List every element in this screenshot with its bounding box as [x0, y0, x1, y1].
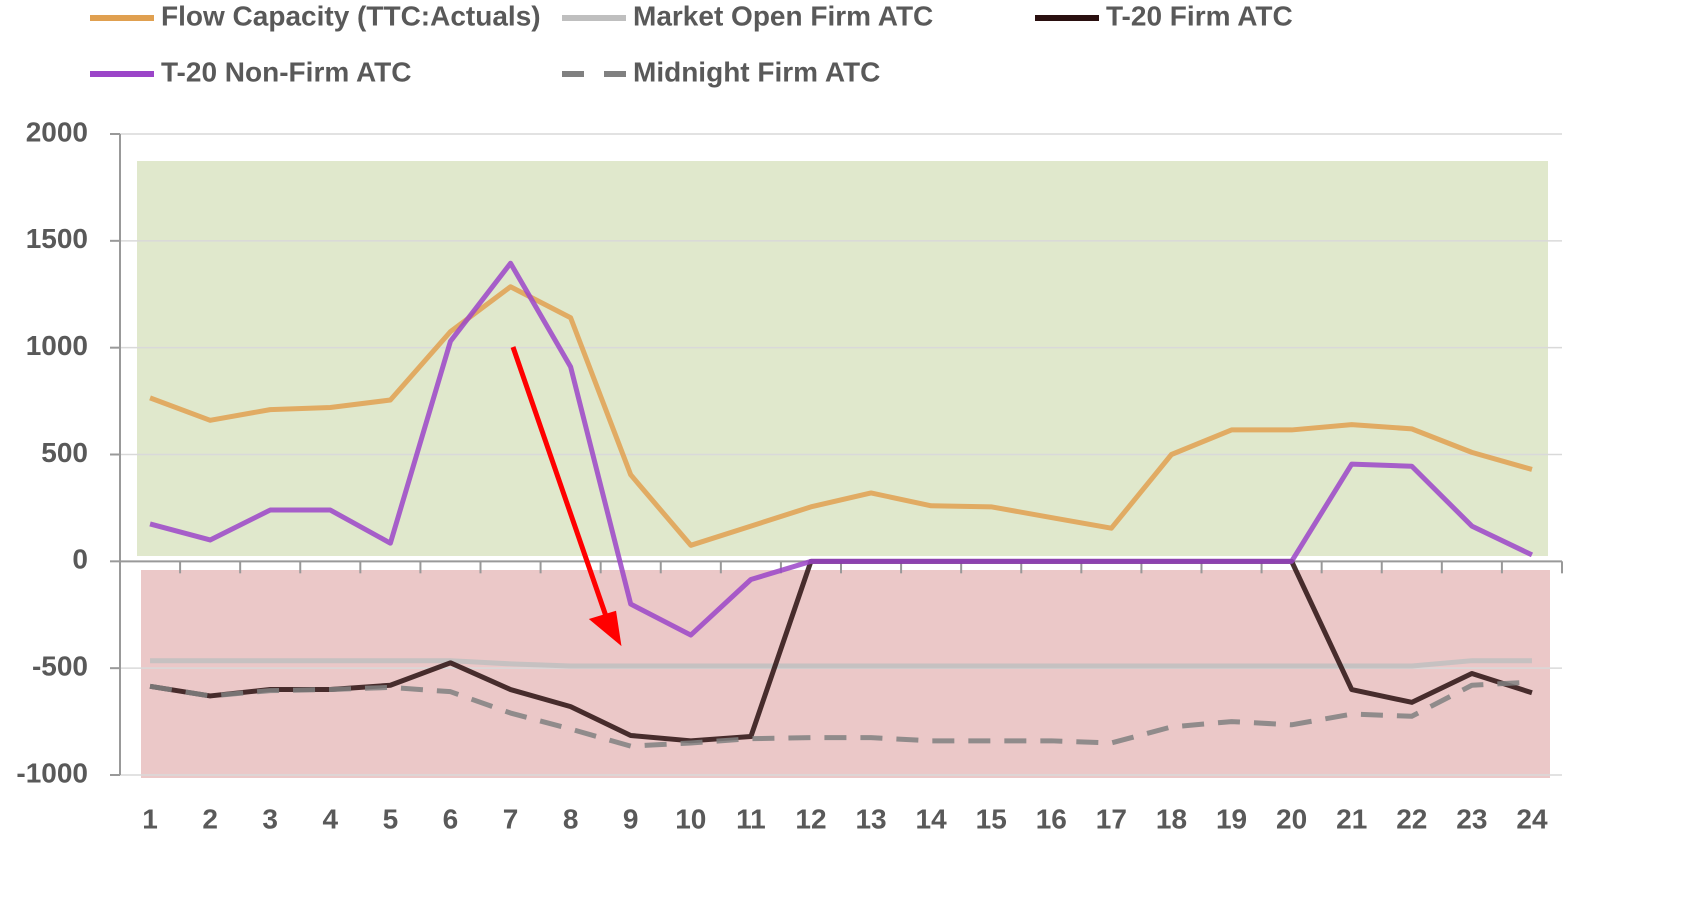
x-tick-label: 20: [1276, 803, 1307, 834]
series-line: [149, 284, 1533, 548]
x-tick-label: 7: [503, 803, 519, 834]
x-tick-label: 6: [443, 803, 459, 834]
x-tick-label: 18: [1156, 803, 1187, 834]
legend-label: Midnight Firm ATC: [633, 56, 880, 87]
series-line: [150, 658, 1532, 669]
series-line: [149, 260, 1534, 638]
x-tick-label: 15: [976, 803, 1007, 834]
legend-label: Market Open Firm ATC: [633, 0, 933, 31]
arrow: [510, 346, 611, 623]
legend-label: T-20 Non-Firm ATC: [161, 56, 411, 87]
legend-label: T-20 Firm ATC: [1106, 0, 1293, 31]
negative-band: [141, 570, 1550, 778]
x-tick-label: 16: [1036, 803, 1067, 834]
x-tick-label: 8: [563, 803, 579, 834]
x-tick-label: 11: [736, 803, 766, 834]
x-tick-label: 12: [795, 803, 826, 834]
y-tick-label: -1000: [16, 757, 88, 788]
positive-band: [137, 161, 1548, 556]
x-tick-label: 24: [1516, 803, 1548, 834]
x-tick-label: 21: [1336, 803, 1367, 834]
y-tick-label: -500: [32, 651, 88, 682]
x-tick-label: 5: [383, 803, 399, 834]
x-tick-label: 22: [1396, 803, 1427, 834]
x-tick-label: 9: [623, 803, 639, 834]
x-tick-label: 4: [323, 803, 339, 834]
x-tick-label: 17: [1096, 803, 1127, 834]
y-tick-label: 1500: [26, 223, 88, 254]
y-tick-label: 0: [72, 544, 88, 575]
x-tick-label: 1: [142, 803, 158, 834]
series-line: [149, 679, 1533, 749]
x-tick-label: 10: [675, 803, 706, 834]
legend-label: Flow Capacity (TTC:Actuals): [161, 0, 541, 31]
x-tick-label: 2: [202, 803, 218, 834]
y-tick-label: 2000: [26, 116, 88, 147]
arrow-head: [588, 610, 622, 647]
x-tick-label: 13: [855, 803, 886, 834]
x-tick-label: 3: [262, 803, 278, 834]
x-tick-label: 14: [916, 803, 948, 834]
y-tick-label: 1000: [26, 330, 88, 361]
x-tick-label: 23: [1456, 803, 1487, 834]
y-tick-label: 500: [41, 437, 88, 468]
x-tick-label: 19: [1216, 803, 1247, 834]
